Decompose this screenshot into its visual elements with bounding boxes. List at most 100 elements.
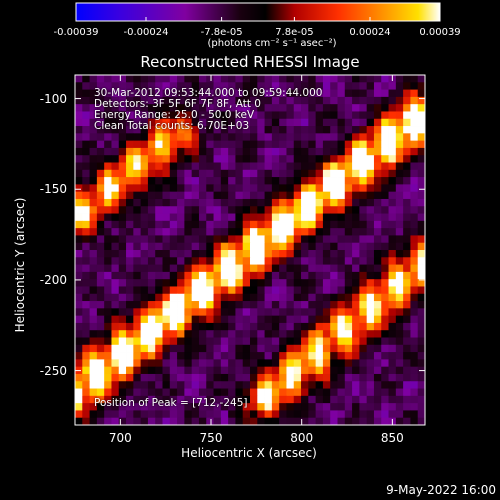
heatmap-cell [169,206,178,214]
heatmap-cell [89,242,98,251]
heatmap-cell [373,381,382,389]
heatmap-cell [126,301,134,309]
heatmap-cell [177,373,185,382]
heatmap-cell [184,82,193,90]
heatmap-cell [75,191,83,200]
heatmap-cell [250,169,258,178]
heatmap-cell [191,381,200,389]
heatmap-cell [264,104,273,112]
heatmap-cell [89,388,98,397]
heatmap-cell [293,301,302,309]
heatmap-cell [111,155,120,163]
heatmap-cell [279,126,287,134]
heatmap-cell [308,228,317,236]
heatmap-cell [213,96,222,105]
heatmap-cell [96,264,105,273]
heatmap-cell [169,220,178,229]
heatmap-cell [417,301,425,309]
heatmap-cell [352,126,360,134]
heatmap-cell [352,373,360,382]
colorbar-tick-label: 0.00039 [419,27,461,38]
heatmap-cell [82,271,90,280]
heatmap-cell [388,118,397,127]
heatmap-cell [279,89,287,98]
x-tick-label: 750 [199,431,223,445]
heatmap-cell [417,373,425,382]
heatmap-cell [359,308,368,317]
heatmap-cell [330,301,338,309]
heatmap-cell [104,373,112,382]
heatmap-cell [388,330,397,338]
heatmap-cell [337,337,346,346]
heatmap-cell [381,89,389,98]
heatmap-cell [213,75,222,83]
heatmap-cell [118,220,127,229]
heatmap-cell [242,366,251,375]
heatmap-cell [82,75,90,83]
heatmap-cell [206,315,214,324]
heatmap-cell [388,89,397,98]
heatmap-cell [322,417,331,425]
heatmap-cell [264,89,273,98]
heatmap-cell [366,337,375,346]
heatmap-cell [220,322,229,331]
heatmap-cell [155,213,163,222]
heatmap-cell [301,388,309,397]
heatmap-cell [344,388,353,397]
heatmap-cell [82,315,90,324]
heatmap-cell [118,198,127,207]
heatmap-cell [169,198,178,207]
heatmap-cell [410,104,419,112]
heatmap-cell [228,140,236,149]
heatmap-cell [381,162,389,171]
heatmap-cell [191,271,200,280]
heatmap-cell [126,337,134,346]
heatmap-cell [228,89,236,98]
heatmap-cell [75,89,83,98]
heatmap-cell [403,96,411,105]
heatmap-cell [279,366,287,375]
heatmap-cell [373,155,382,163]
heatmap-cell [213,344,222,353]
heatmap-cell [352,111,360,120]
heatmap-cell [82,191,90,200]
heatmap-cell [206,373,214,382]
y-tick-label: -200 [39,272,67,287]
heatmap-cell [293,337,302,346]
heatmap-cell [162,133,171,142]
heatmap-cell [264,344,273,353]
heatmap-cell [373,169,382,178]
heatmap-cell [257,293,265,302]
heatmap-cell [286,235,295,244]
heatmap-cell [359,126,368,134]
heatmap-cell [198,89,207,98]
heatmap-cell [147,250,156,258]
heatmap-cell [359,337,368,346]
heatmap-cell [235,344,244,353]
heatmap-cell [220,366,229,375]
heatmap-cell [177,235,185,244]
heatmap-cell [104,337,112,346]
heatmap-cell [162,308,171,317]
heatmap-cell [75,126,83,134]
heatmap-cell [75,104,83,112]
heatmap-cell [228,366,236,375]
heatmap-cell [235,417,244,425]
heatmap-cell [96,308,105,317]
heatmap-cell [417,133,425,142]
heatmap-cell [344,191,353,200]
heatmap-cell [89,118,98,127]
heatmap-cell [213,104,222,112]
heatmap-cell [89,264,98,273]
heatmap-cell [388,213,397,222]
heatmap-cell [366,373,375,382]
heatmap-cell [140,198,149,207]
heatmap-cell [162,301,171,309]
heatmap-cell [198,198,207,207]
heatmap-cell [410,417,419,425]
heatmap-cell [89,140,98,149]
heatmap-cell [264,242,273,251]
heatmap-cell [373,96,382,105]
heatmap-cell [155,403,163,411]
heatmap-cell [264,96,273,105]
